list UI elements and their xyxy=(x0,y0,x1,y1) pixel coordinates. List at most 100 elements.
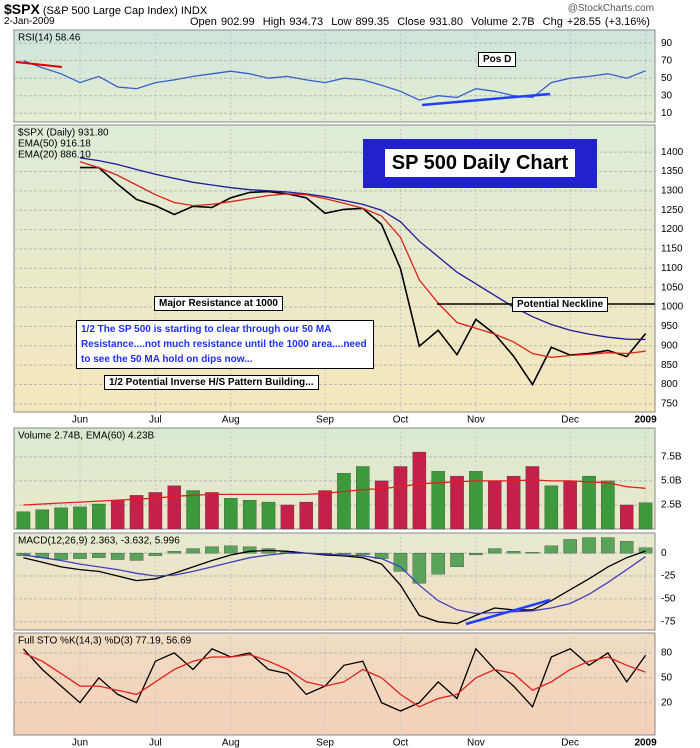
y-tick-label: -25 xyxy=(661,571,676,582)
x-tick-label: Nov xyxy=(467,738,485,748)
bar xyxy=(525,466,540,530)
x-tick-label: Jul xyxy=(149,415,162,426)
line xyxy=(23,549,646,625)
legend-entry: $SPX (Daily) 931.80 xyxy=(18,128,109,139)
x-tick-label: Oct xyxy=(393,738,409,748)
bar xyxy=(544,485,559,530)
bar xyxy=(563,480,577,530)
y-tick-label: 50 xyxy=(661,672,673,683)
y-tick-label: 10 xyxy=(661,108,673,119)
bar xyxy=(469,552,483,556)
description: (S&P 500 Large Cap Index) INDX xyxy=(42,5,208,17)
y-tick-label: 50 xyxy=(661,73,673,84)
x-tick-label: Jun xyxy=(72,738,88,748)
open: Open 902.99 xyxy=(190,16,255,28)
bar xyxy=(337,552,351,555)
line xyxy=(23,652,646,708)
bar xyxy=(638,547,653,554)
y-tick-label: -50 xyxy=(661,594,676,605)
x-tick-label: Dec xyxy=(561,415,579,426)
x-tick-label: 2009 xyxy=(634,415,657,426)
y-tick-label: 1100 xyxy=(661,263,683,274)
y-tick-label: 7.5B xyxy=(661,451,682,462)
line xyxy=(23,552,646,615)
y-tick-label: 1000 xyxy=(661,302,684,313)
bar xyxy=(16,552,31,557)
legend-entry: Volume 2.74B, EMA(60) 4.23B xyxy=(18,431,155,442)
bar xyxy=(582,537,596,554)
bar xyxy=(54,552,68,560)
bar xyxy=(73,506,87,530)
bar xyxy=(167,485,181,530)
bar xyxy=(186,490,200,530)
x-tick-label: Dec xyxy=(561,738,579,748)
low: Low 899.35 xyxy=(331,16,390,28)
legend-entry: Full STO %K(14,3) %D(3) 77.19, 56.69 xyxy=(18,636,192,647)
comment: 1/2 The SP 500 is starting to clear thro… xyxy=(76,320,374,369)
bar xyxy=(337,473,351,530)
line xyxy=(79,161,646,359)
x-tick-label: Sep xyxy=(316,738,334,748)
bar xyxy=(412,552,427,584)
y-tick-label: 1050 xyxy=(661,282,684,293)
bar xyxy=(224,545,238,554)
bar xyxy=(242,499,257,530)
x-tick-label: Sep xyxy=(316,415,334,426)
bar xyxy=(374,480,389,530)
bar xyxy=(638,502,653,530)
bar xyxy=(224,498,238,530)
bar xyxy=(393,466,408,530)
y-tick-label: 950 xyxy=(661,321,678,332)
volume: Volume 2.7B xyxy=(471,16,535,28)
x-tick-label: Nov xyxy=(467,415,485,426)
bar xyxy=(582,475,596,530)
quote-row: Open 902.99 High 934.73 Low 899.35 Close… xyxy=(190,16,650,28)
y-tick-label: 1200 xyxy=(661,224,684,235)
bar xyxy=(318,490,332,530)
bar xyxy=(450,475,464,530)
bar xyxy=(129,495,144,530)
y-tick-label: 800 xyxy=(661,379,678,390)
x-tick-label: Jun xyxy=(72,415,88,426)
line xyxy=(23,60,646,101)
bar xyxy=(110,499,125,530)
x-tick-label: Oct xyxy=(393,415,409,426)
y-tick-label: 1400 xyxy=(661,147,684,158)
change: Chg +28.55 (+3.16%) xyxy=(542,16,650,28)
bar xyxy=(92,503,106,530)
pattern-label: 1/2 Potential Inverse H/S Pattern Buildi… xyxy=(104,375,319,390)
title-row: $SPX (S&P 500 Large Cap Index) INDX xyxy=(4,1,207,17)
bar xyxy=(619,541,634,554)
bar xyxy=(205,546,219,554)
y-tick-label: 750 xyxy=(661,399,678,410)
bar xyxy=(92,552,106,558)
bar xyxy=(167,551,181,554)
line xyxy=(79,157,646,341)
bar xyxy=(148,492,163,530)
chart-title: SP 500 Daily Chart xyxy=(385,149,575,177)
panel-background xyxy=(13,427,656,530)
bar xyxy=(431,471,445,530)
bar xyxy=(601,480,615,530)
y-tick-label: 1350 xyxy=(661,166,684,177)
y-tick-label: -75 xyxy=(661,616,676,627)
y-tick-label: 900 xyxy=(661,340,678,351)
bar xyxy=(35,509,50,530)
rsi-trend-line xyxy=(421,92,551,107)
x-tick-label: Aug xyxy=(222,415,240,426)
bar xyxy=(110,552,125,560)
y-tick-label: 1250 xyxy=(661,205,684,216)
bar xyxy=(205,492,219,530)
bar xyxy=(506,475,521,530)
bar xyxy=(299,501,313,530)
high: High 934.73 xyxy=(262,16,324,28)
y-tick-label: 70 xyxy=(661,55,673,66)
pos-d-label: Pos D xyxy=(478,52,517,67)
bar xyxy=(563,539,577,554)
bar xyxy=(356,552,370,556)
y-tick-label: 80 xyxy=(661,648,673,659)
bar xyxy=(186,548,200,554)
legend-entry: EMA(50) 916.18 xyxy=(18,139,91,150)
site: @StockCharts.com xyxy=(567,3,654,14)
